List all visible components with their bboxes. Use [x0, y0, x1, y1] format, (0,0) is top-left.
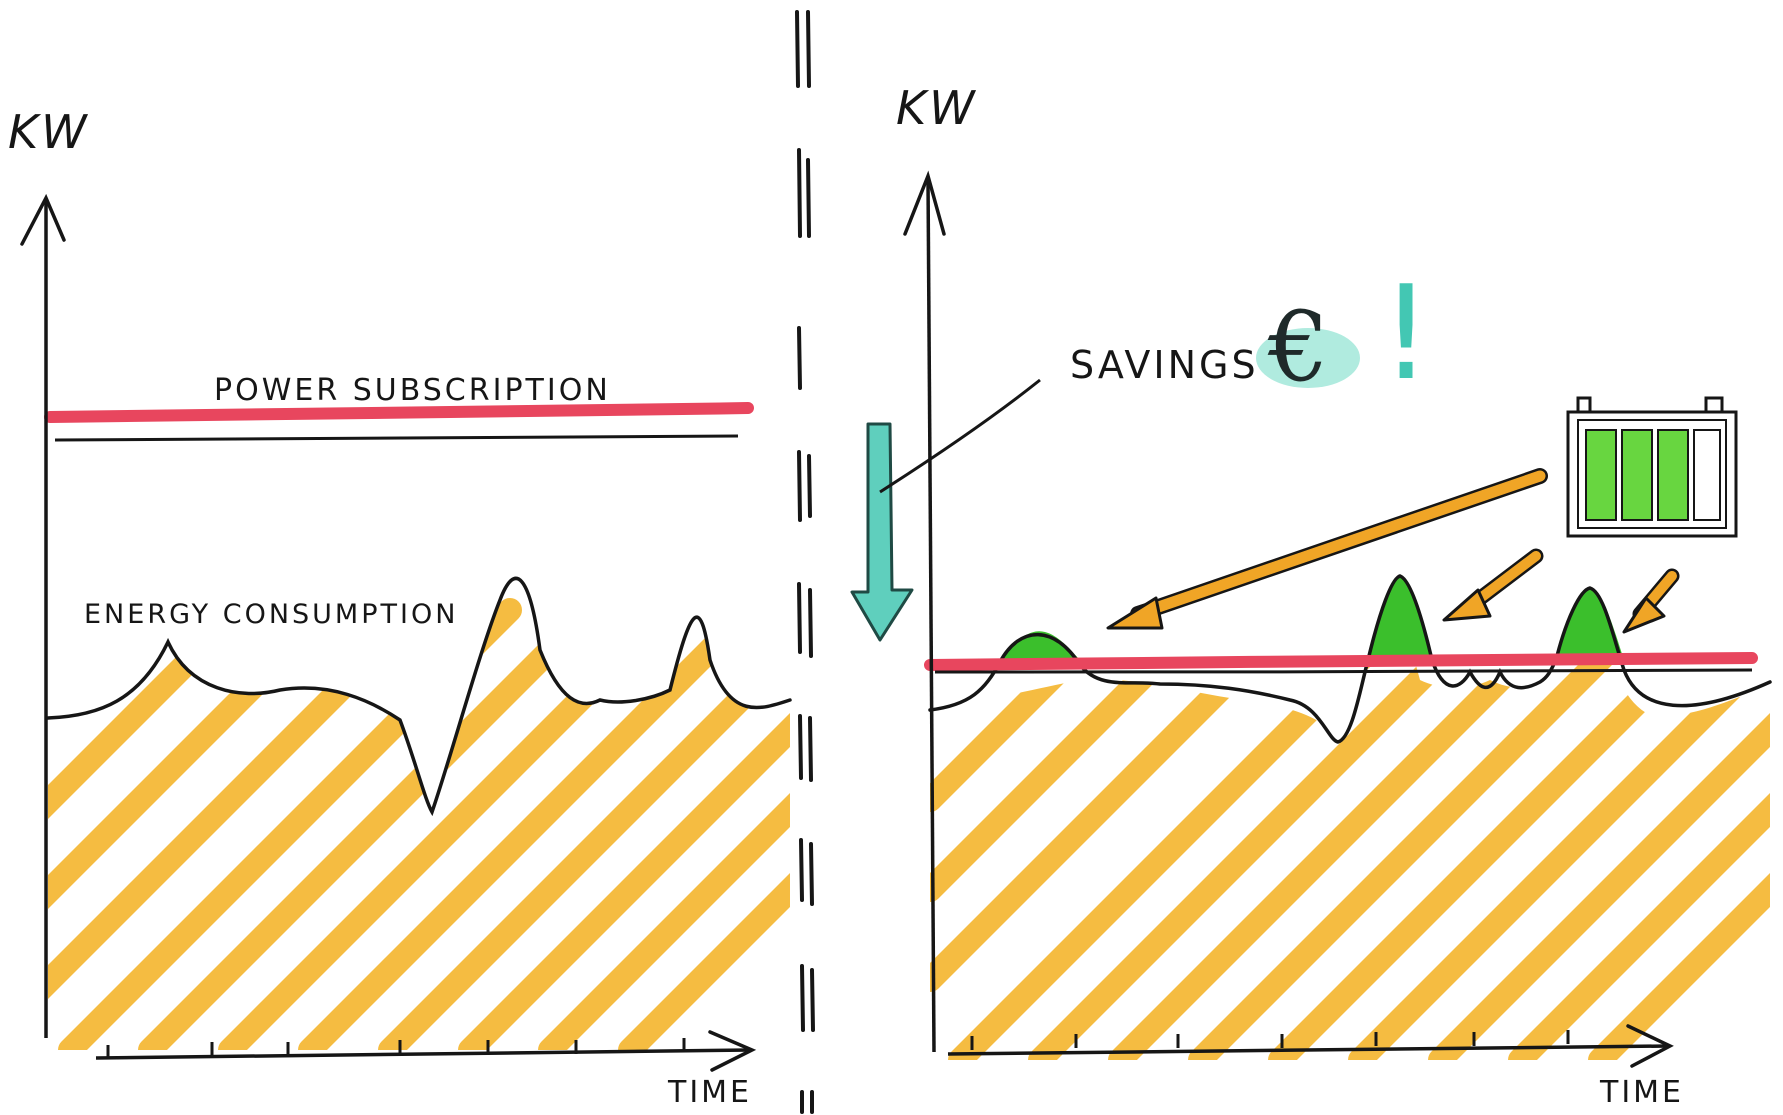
pointer-arrow-icon — [1622, 568, 1680, 634]
right-subscription-line — [924, 652, 1758, 671]
right-subscription-underline — [934, 668, 1753, 674]
left-x-axis-arrowhead — [708, 1030, 757, 1072]
right-x-axis-arrowhead — [1626, 1024, 1674, 1068]
panel-divider — [795, 10, 815, 1114]
down-arrow-icon — [850, 422, 914, 642]
exclamation-mark: ! — [1380, 257, 1432, 409]
battery-icon — [1566, 396, 1738, 538]
shaved-peaks — [1000, 576, 1624, 662]
right-consumption-curve — [928, 574, 1772, 744]
left-subscription-underline — [54, 434, 739, 442]
savings-leader-line — [879, 378, 1041, 494]
left-y-axis-arrowhead — [20, 193, 66, 246]
shaved-peak — [1368, 576, 1432, 660]
savings-label: SAVINGS — [1070, 343, 1259, 387]
right-y-axis-arrowhead — [903, 170, 946, 236]
right-panel: KW TIME SAVINGS € ! — [850, 81, 1772, 1110]
left-consumption-hatch — [48, 598, 790, 1050]
euro-highlight — [1256, 328, 1360, 388]
currency-symbol: € — [1267, 291, 1329, 403]
left-x-axis — [95, 1048, 751, 1060]
right-y-axis — [926, 179, 936, 1053]
consumption-label: ENERGY CONSUMPTION — [84, 599, 458, 630]
right-x-axis-label: TIME — [1599, 1075, 1684, 1110]
left-x-ticks — [106, 1038, 686, 1058]
right-x-axis — [947, 1044, 1669, 1056]
left-consumption-curve — [46, 576, 792, 817]
right-x-ticks — [970, 1030, 1570, 1050]
right-y-axis-label: KW — [896, 81, 978, 135]
left-x-axis-label: TIME — [667, 1075, 752, 1110]
pointer-arrow-icon — [1442, 548, 1544, 622]
subscription-label: POWER SUBSCRIPTION — [214, 373, 611, 408]
shaved-peak — [1556, 588, 1624, 660]
pointer-arrow-icon — [1106, 468, 1548, 630]
left-y-axis-label: KW — [8, 105, 90, 159]
left-panel: KW TIME POWER SUBSCRIPTION ENERGY CONSUM… — [8, 105, 792, 1110]
left-subscription-line — [44, 402, 754, 423]
